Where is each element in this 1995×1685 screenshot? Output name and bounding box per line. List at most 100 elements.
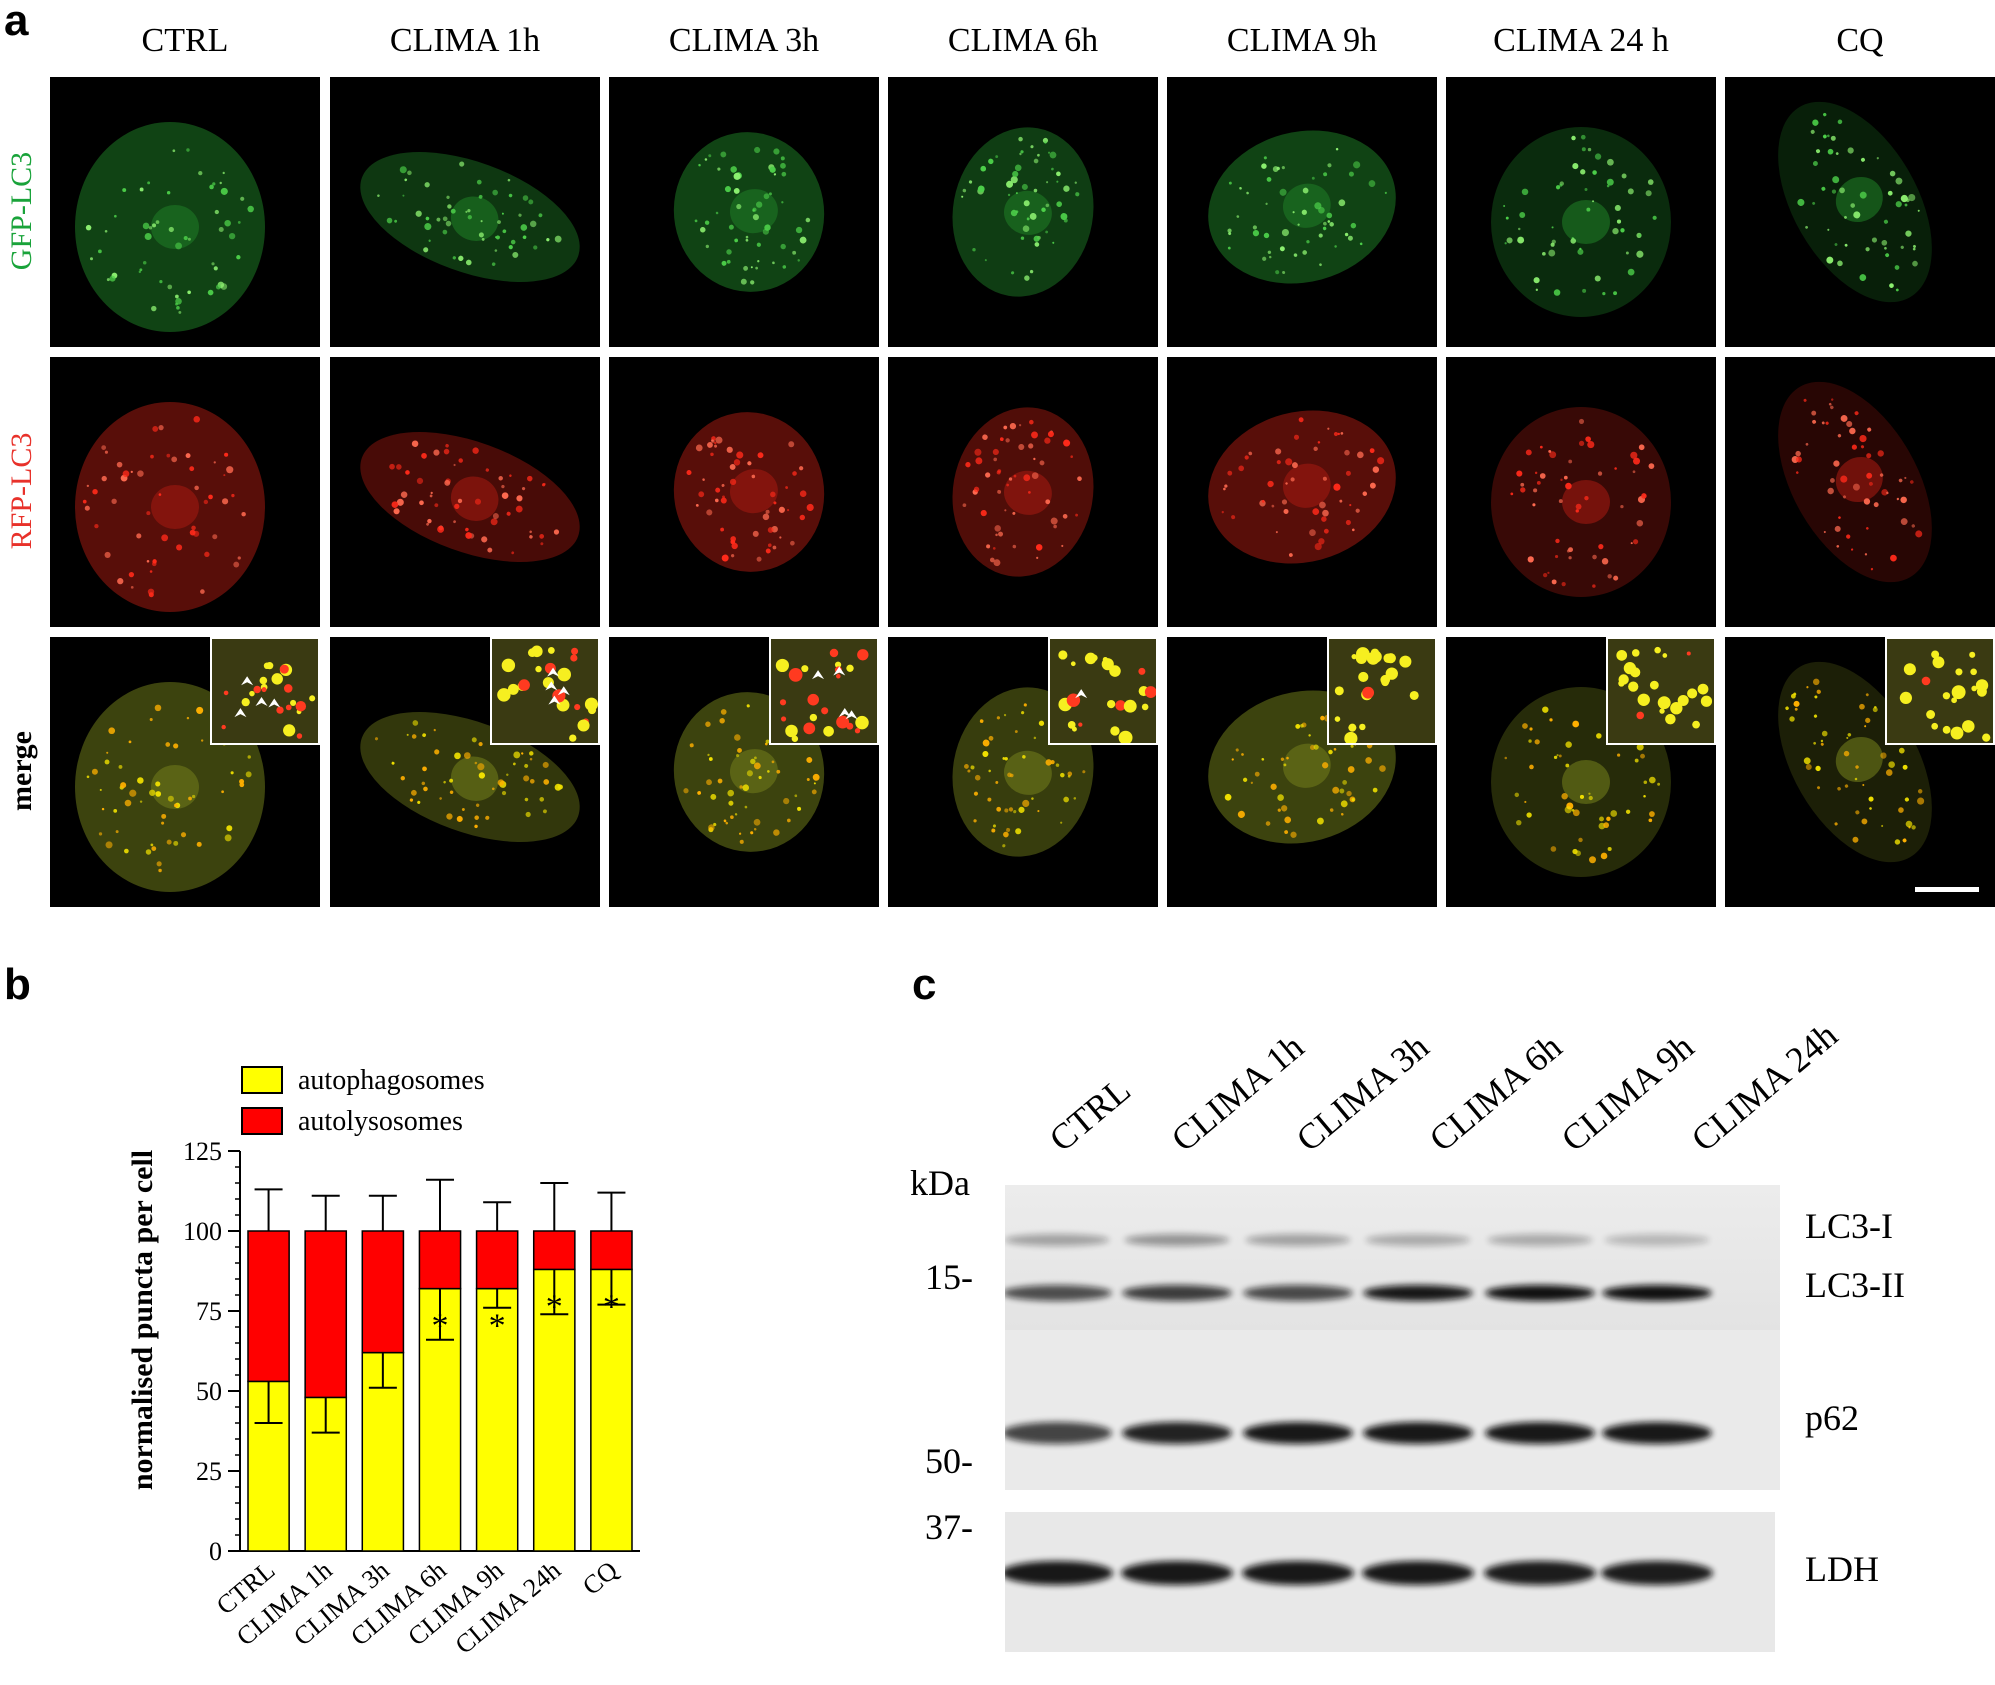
band-lc3-i (1245, 1234, 1351, 1246)
band-ldh (1601, 1561, 1713, 1585)
micrograph (609, 77, 879, 347)
band-lc3-i (1487, 1234, 1593, 1246)
significance-marker: * (546, 1288, 563, 1325)
band-label-p62: p62 (1805, 1398, 1859, 1438)
band-lc3-ii (1243, 1285, 1353, 1301)
band-lc3-ii (1122, 1285, 1232, 1301)
column-header: CQ (1836, 22, 1884, 59)
micrograph (1167, 77, 1437, 347)
blot-strip-p62 (1005, 1330, 1780, 1490)
legend-swatch-autophagosomes (241, 1066, 283, 1094)
micrograph (50, 357, 320, 627)
zoom-inset (490, 637, 600, 745)
column-header: CLIMA 9h (1226, 22, 1378, 59)
micrograph (1725, 357, 1995, 627)
micrograph (888, 357, 1158, 627)
zoom-inset (1048, 637, 1158, 745)
band-p62 (1243, 1422, 1353, 1444)
band-lc3-i (1005, 1234, 1110, 1246)
band-label-lc3-ii: LC3-II (1805, 1265, 1905, 1305)
band-p62 (1122, 1422, 1232, 1444)
band-p62 (1363, 1422, 1473, 1444)
bar-autolysosomes (361, 1230, 405, 1354)
micrograph (609, 357, 879, 627)
band-ldh (1242, 1561, 1354, 1585)
row-label: merge (5, 731, 38, 811)
micrograph (888, 77, 1158, 347)
band-ldh (1121, 1561, 1233, 1585)
band-lc3-ii (1602, 1285, 1712, 1301)
legend-label-autophagosomes: autophagosomes (298, 1065, 485, 1096)
micrograph (330, 637, 600, 907)
y-tick-label: 75 (196, 1297, 222, 1326)
column-header: CTRL (141, 22, 229, 59)
lane-label: CLIMA 9h (1553, 1026, 1702, 1160)
zoom-inset (1885, 637, 1995, 745)
y-tick-label: 125 (183, 1137, 222, 1166)
significance-marker: * (603, 1288, 620, 1325)
marker-15: 15- (925, 1257, 973, 1297)
micrograph (1725, 77, 1995, 347)
panel-b-letter: b (4, 960, 31, 1009)
zoom-inset (1606, 637, 1716, 745)
bar-autolysosomes (304, 1230, 348, 1399)
micrograph (330, 357, 600, 627)
band-p62 (1005, 1422, 1112, 1444)
lane-label: CLIMA 24h (1683, 1014, 1845, 1160)
band-p62 (1485, 1422, 1595, 1444)
lane-label: CLIMA 6h (1421, 1026, 1570, 1160)
micrograph (50, 637, 320, 907)
y-tick-label: 50 (196, 1377, 222, 1406)
kda-label: kDa (910, 1163, 970, 1203)
bar-autolysosomes (590, 1230, 633, 1271)
band-lc3-ii (1485, 1285, 1595, 1301)
band-lc3-i (1124, 1234, 1230, 1246)
legend-label-autolysosomes: autolysosomes (298, 1106, 463, 1137)
column-header: CLIMA 6h (947, 22, 1099, 59)
micrograph (1446, 77, 1716, 347)
panel-c-letter: c (912, 960, 937, 1009)
zoom-inset (769, 637, 879, 745)
column-header: CLIMA 3h (668, 22, 820, 59)
bar-autophagosomes (590, 1268, 633, 1552)
bar-autophagosomes (532, 1268, 576, 1552)
micrograph (1167, 357, 1437, 627)
x-tick-label: CQ (577, 1555, 623, 1601)
band-lc3-i (1604, 1234, 1710, 1246)
y-tick-label: 100 (183, 1217, 222, 1246)
band-p62 (1602, 1422, 1712, 1444)
lane-label: CLIMA 1h (1163, 1026, 1312, 1160)
legend-swatch-autolysosomes (241, 1107, 283, 1135)
column-header: CLIMA 1h (389, 22, 541, 59)
zoom-inset (210, 637, 320, 745)
row-label: GFP-LC3 (5, 151, 38, 271)
blot-strip-lc3 (1005, 1185, 1780, 1330)
western-blot (1005, 1185, 1780, 1652)
band-ldh (1484, 1561, 1596, 1585)
chart-legend: autophagosomes autolysosomes (241, 1065, 485, 1137)
micrograph (609, 637, 879, 907)
lane-label: CTRL (1041, 1069, 1138, 1160)
marker-50: 50- (925, 1441, 973, 1481)
micrograph (1167, 637, 1437, 907)
band-lc3-i (1365, 1234, 1471, 1246)
lane-label: CLIMA 3h (1288, 1026, 1437, 1160)
bar-autolysosomes (418, 1230, 462, 1290)
micrograph (888, 637, 1158, 907)
row-label: RFP-LC3 (5, 432, 38, 550)
micrograph (1446, 357, 1716, 627)
bar-autolysosomes (475, 1230, 519, 1290)
band-ldh (1362, 1561, 1474, 1585)
band-label-ldh: LDH (1805, 1549, 1879, 1589)
band-label-lc3-i: LC3-I (1805, 1206, 1893, 1246)
y-tick-label: 0 (209, 1537, 222, 1566)
band-lc3-ii (1005, 1285, 1112, 1301)
micrograph (330, 77, 600, 347)
micrograph (1725, 637, 1995, 907)
y-tick-label: 25 (196, 1457, 222, 1486)
micrograph (1446, 637, 1716, 907)
significance-marker: * (489, 1308, 506, 1345)
micrograph (50, 77, 320, 347)
band-ldh (1005, 1561, 1113, 1585)
band-lc3-ii (1363, 1285, 1473, 1301)
